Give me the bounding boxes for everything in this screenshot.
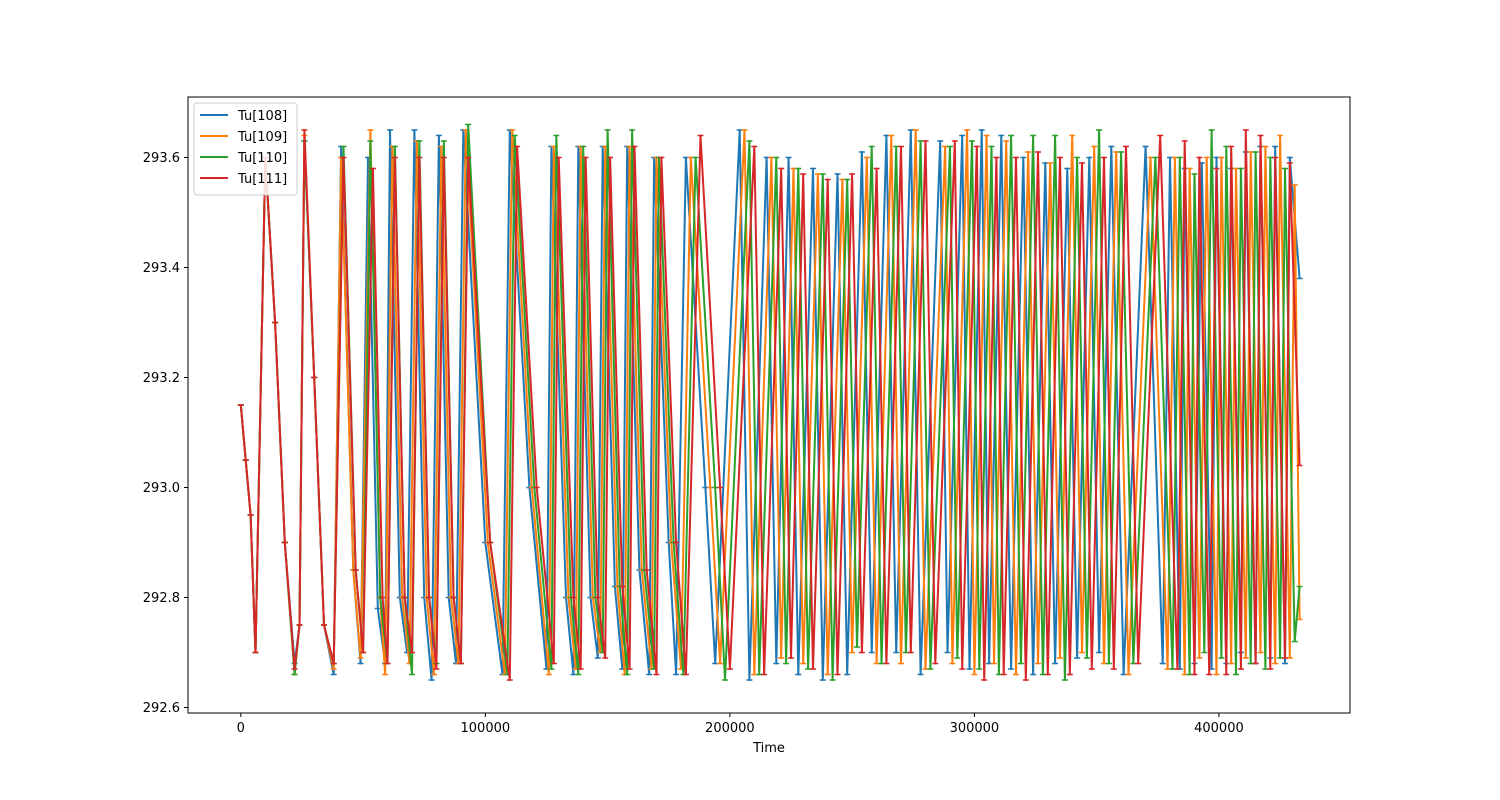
- x-axis-label: Time: [752, 741, 785, 756]
- y-axis: 292.6 292.8 293.0 293.2 293.4 293.6: [143, 151, 188, 716]
- y-tick-label: 292.8: [143, 591, 180, 606]
- series-line: [239, 129, 1301, 681]
- y-tick-label: 293.6: [143, 151, 180, 166]
- legend-item: Tu[111]: [200, 172, 287, 187]
- legend-item: Tu[109]: [200, 130, 287, 145]
- x-tick-label: 0: [237, 721, 245, 736]
- series-layer: [237, 123, 1303, 681]
- x-tick-label: 300000: [950, 721, 1000, 736]
- y-tick-label: 293.2: [143, 371, 180, 386]
- legend-label: Tu[108]: [237, 109, 287, 124]
- x-axis: 0 100000 200000 300000 400000: [237, 713, 1244, 736]
- series-line: [239, 129, 1301, 681]
- series-line: [239, 129, 1301, 676]
- x-tick-label: 100000: [461, 721, 511, 736]
- legend-item: Tu[108]: [200, 109, 287, 124]
- y-tick-label: 293.4: [143, 261, 180, 276]
- series-3: [237, 129, 1303, 681]
- x-tick-label: 400000: [1194, 721, 1244, 736]
- x-tick-label: 200000: [705, 721, 755, 736]
- legend: Tu[108] Tu[109] Tu[110] Tu[111]: [193, 102, 298, 196]
- y-tick-label: 292.6: [143, 701, 180, 716]
- legend-label: Tu[109]: [237, 130, 287, 145]
- y-tick-label: 293.0: [143, 481, 180, 496]
- legend-label: Tu[111]: [237, 172, 287, 187]
- legend-label: Tu[110]: [237, 151, 287, 166]
- legend-box: [193, 102, 298, 196]
- plot-frame: [187, 96, 1351, 714]
- legend-item: Tu[110]: [200, 151, 287, 166]
